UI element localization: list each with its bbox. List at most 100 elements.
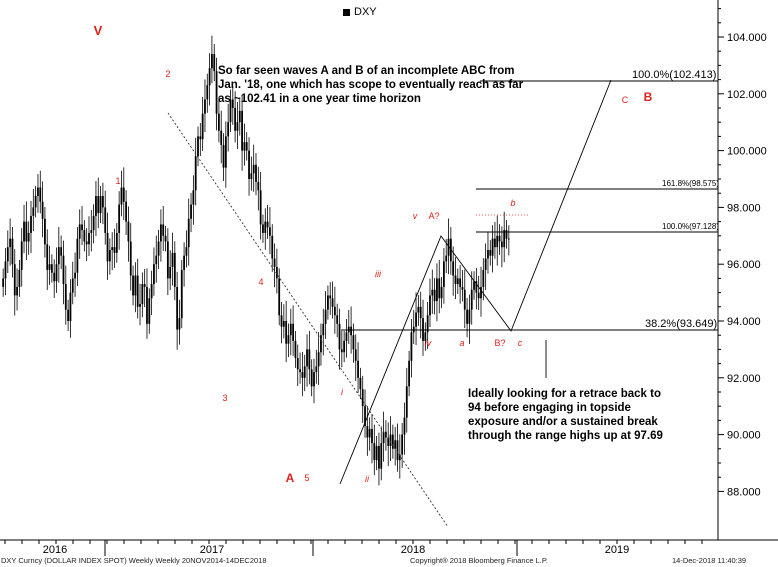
- wave-label: 3: [222, 393, 227, 403]
- candle-body: [327, 295, 329, 310]
- candle-body: [324, 309, 327, 324]
- candle-body: [343, 340, 346, 353]
- candle-body: [269, 227, 271, 236]
- candle-body: [224, 136, 227, 168]
- candle-body: [396, 440, 399, 461]
- candle-body: [83, 230, 86, 242]
- candle-body: [9, 238, 12, 248]
- candle-body: [143, 284, 146, 287]
- candle-body: [368, 428, 371, 438]
- candle-body: [412, 326, 415, 333]
- candle-body: [159, 224, 162, 242]
- candle-body: [352, 335, 355, 350]
- candle-body: [129, 241, 132, 276]
- candle-body: [361, 389, 364, 407]
- candle-body: [25, 221, 28, 242]
- candle-body: [429, 295, 431, 316]
- y-tick-label: 90.000: [727, 430, 761, 442]
- candle-body: [227, 122, 230, 137]
- candle-body: [389, 434, 392, 446]
- candle-body: [285, 321, 288, 344]
- candle-body: [190, 204, 192, 219]
- candle-body: [169, 267, 172, 279]
- candle-body: [294, 340, 297, 358]
- candle-body: [204, 99, 206, 114]
- candle-body: [380, 443, 383, 469]
- candle-body: [217, 113, 220, 131]
- candle-body: [489, 250, 492, 256]
- candle-body: [387, 437, 390, 446]
- candle-body: [229, 99, 232, 123]
- candle-body: [197, 136, 199, 157]
- candle-body: [88, 232, 90, 245]
- candle-body: [371, 428, 373, 444]
- candle-body: [60, 247, 63, 256]
- candle-body: [208, 68, 211, 86]
- candle-body: [250, 173, 253, 179]
- wave-label: A: [286, 471, 295, 485]
- candle-body: [50, 264, 53, 273]
- candle-body: [4, 261, 7, 279]
- candle-body: [118, 204, 121, 233]
- candle-body: [445, 255, 448, 262]
- candle-body: [505, 230, 508, 239]
- candle-body: [111, 247, 114, 250]
- candle-body: [299, 369, 301, 373]
- candle-body: [141, 284, 144, 304]
- candle-body: [282, 321, 285, 327]
- candle-body: [473, 281, 475, 290]
- candle-body: [484, 258, 487, 270]
- fib-level-label: 38.2%(93.649): [645, 318, 717, 330]
- candle-body: [394, 440, 397, 449]
- candle-body: [456, 278, 459, 285]
- candle-body: [155, 255, 158, 265]
- wave-label: i: [341, 387, 344, 397]
- candle-body: [315, 366, 318, 373]
- candle-body: [280, 315, 283, 327]
- candle-body: [64, 284, 67, 310]
- candle-body: [494, 238, 496, 248]
- wave-label: ii: [365, 474, 370, 484]
- candle-body: [475, 281, 478, 293]
- candle-body: [6, 247, 9, 262]
- candle-body: [419, 306, 422, 319]
- candle-body: [30, 215, 32, 233]
- candle-body: [187, 218, 190, 248]
- candle-body: [292, 323, 295, 341]
- legend: DXY: [343, 6, 377, 18]
- candle-body: [308, 349, 311, 370]
- candle-body: [13, 264, 16, 296]
- candle-body: [67, 309, 70, 321]
- candle-body: [176, 286, 179, 330]
- candle-body: [255, 164, 257, 182]
- candle-body: [153, 264, 155, 285]
- candle-body: [199, 136, 202, 140]
- candle-body: [322, 323, 325, 336]
- candles: [2, 35, 510, 486]
- candle-body: [201, 113, 204, 140]
- wave-label: iv: [425, 338, 432, 348]
- y-tick-label: 104.000: [727, 32, 767, 44]
- trendlines: [167, 79, 612, 528]
- candle-body: [194, 156, 197, 191]
- fib-levels: 100.0%(102.413) 161.8%(98.575) 100.0%(97.1…: [341, 69, 719, 331]
- candle-body: [482, 269, 485, 287]
- candle-body: [136, 275, 139, 307]
- candle-body: [53, 272, 56, 282]
- candle-body: [507, 238, 510, 240]
- candle-body: [241, 110, 243, 151]
- wave-label: iii: [375, 269, 382, 279]
- candle-body: [477, 292, 480, 299]
- candle-body: [470, 289, 473, 310]
- candle-body: [310, 369, 313, 387]
- candle-body: [436, 278, 438, 302]
- candle-body: [454, 275, 457, 285]
- wave-label: 4: [258, 277, 263, 287]
- candle-body: [206, 85, 209, 100]
- candle-body: [329, 295, 332, 299]
- candle-body: [415, 312, 417, 327]
- candle-body: [373, 443, 376, 461]
- candle-body: [401, 434, 404, 455]
- candle-body: [16, 286, 18, 296]
